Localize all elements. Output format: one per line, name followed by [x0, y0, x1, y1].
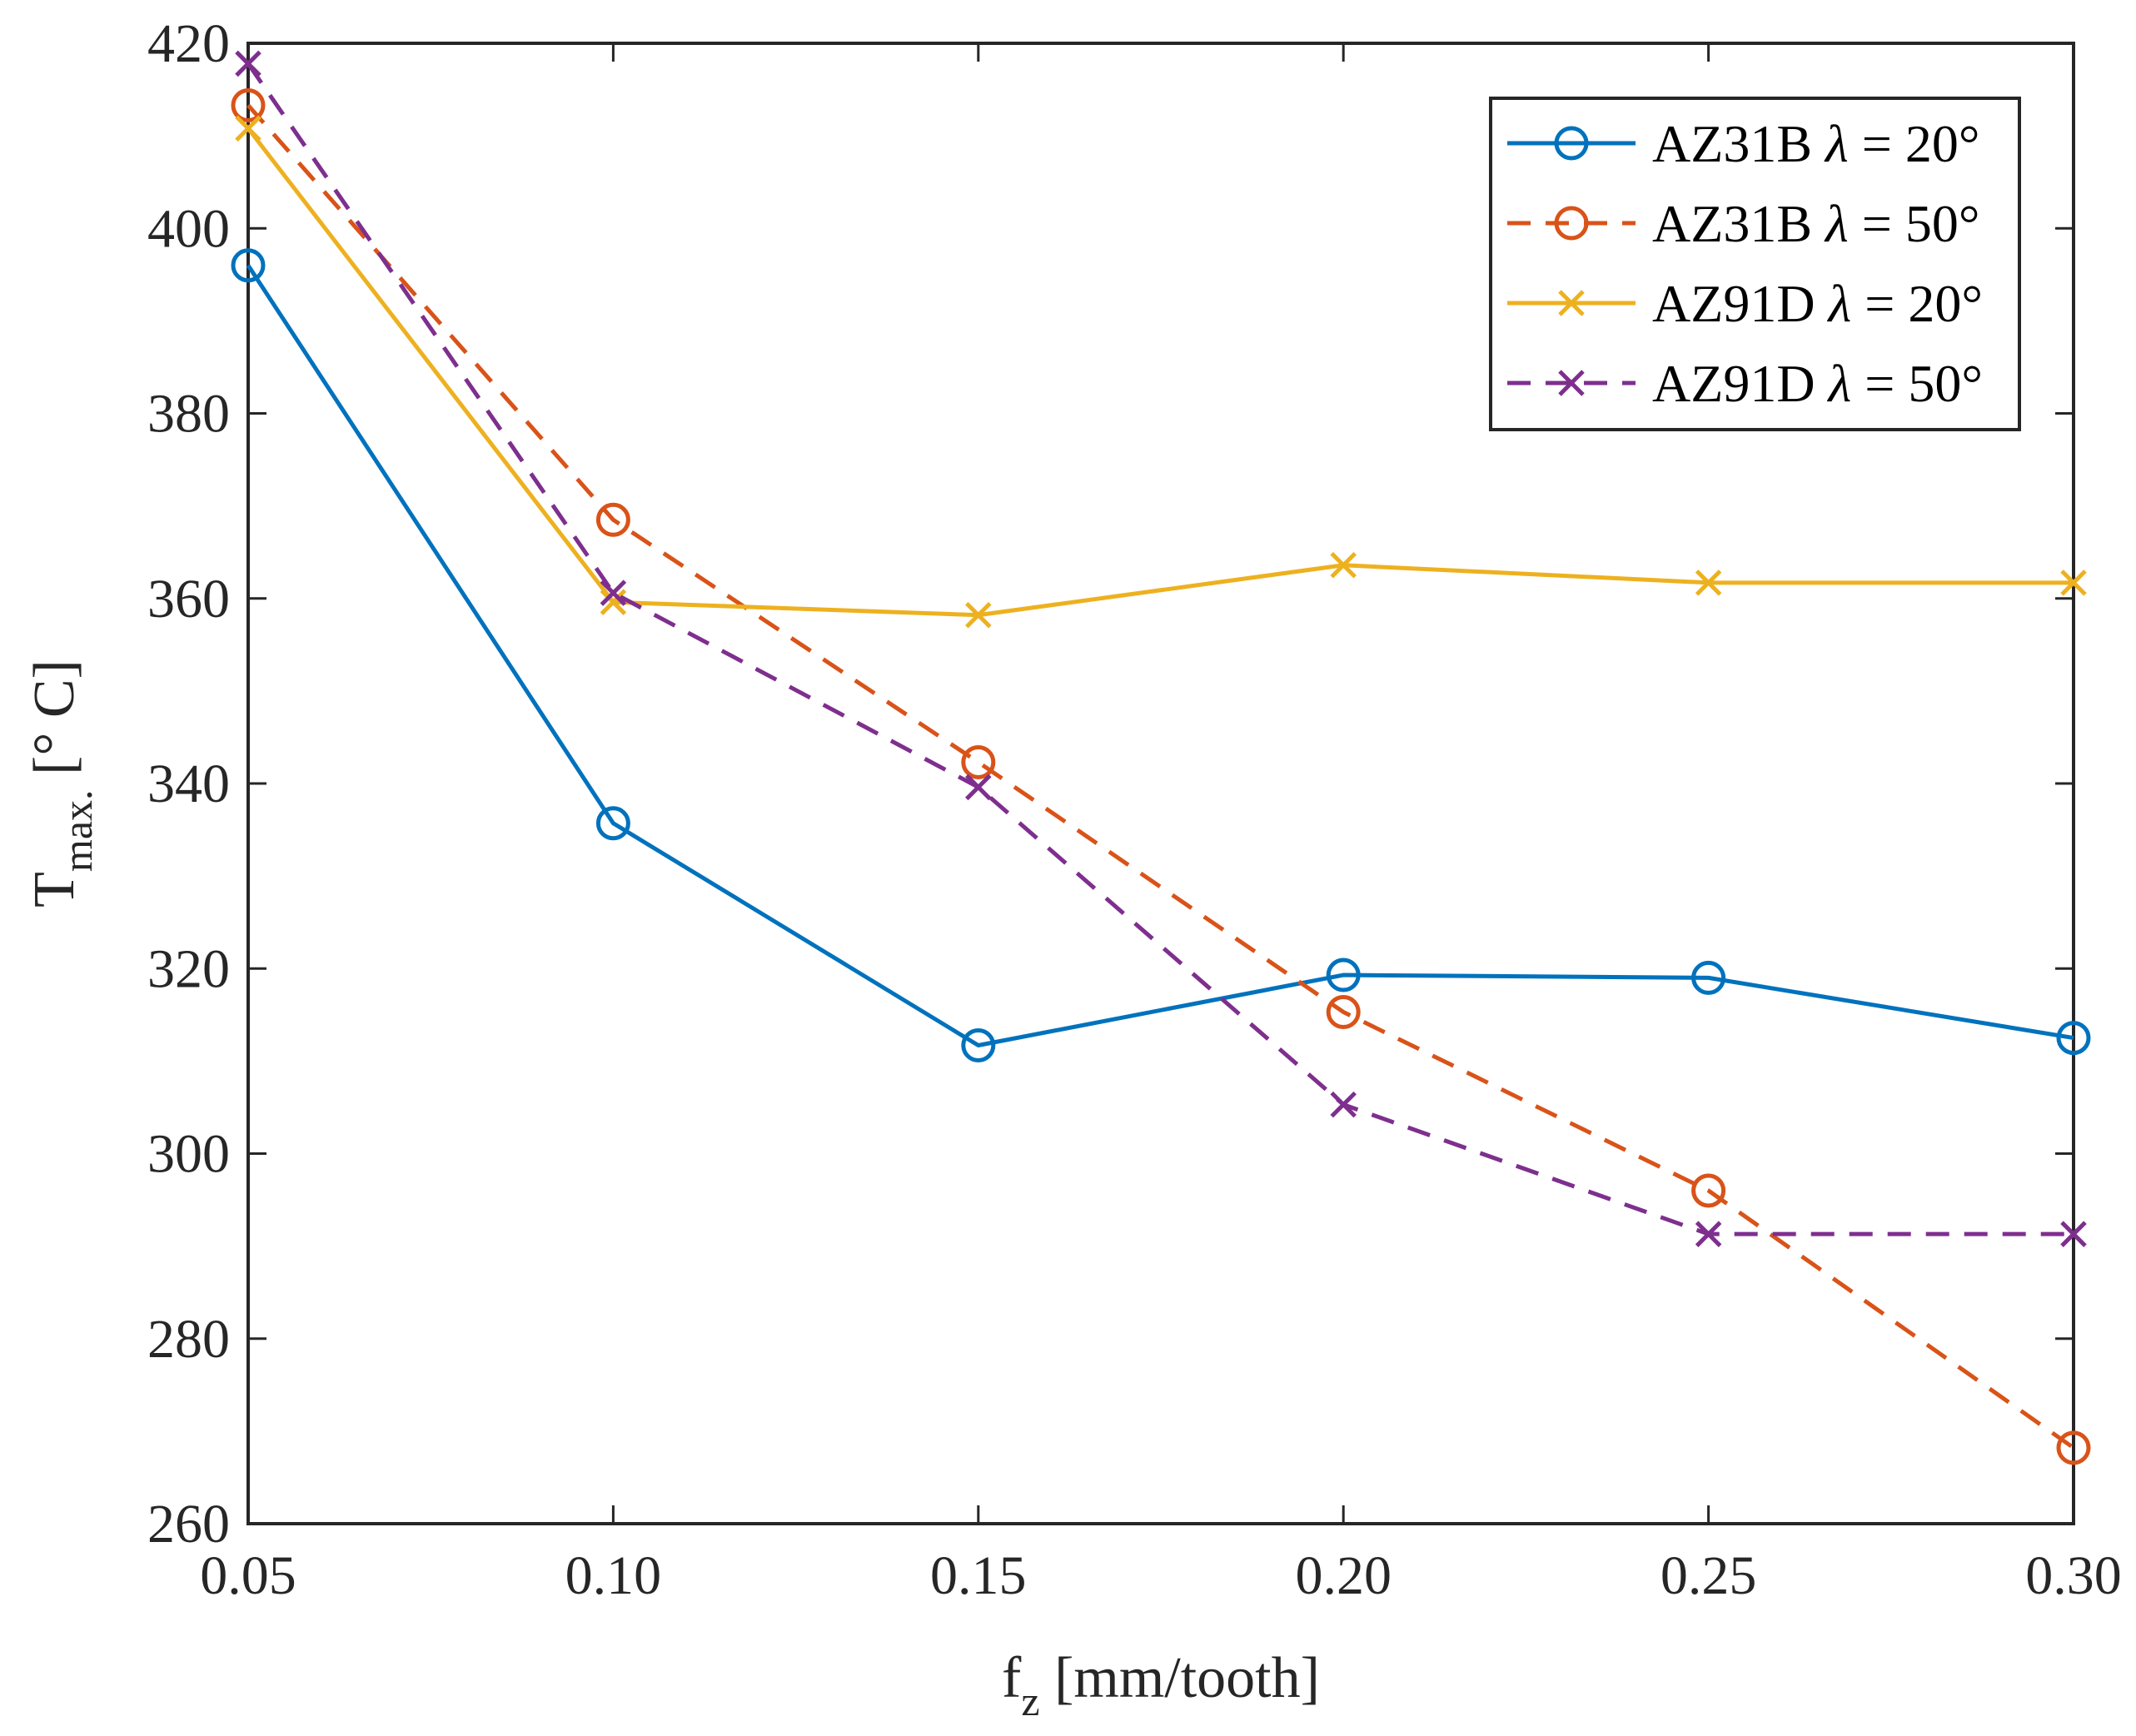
data-point [1691, 960, 1726, 995]
legend-entry: AZ91D λ = 20° [1507, 274, 1983, 333]
y-tick-label: 260 [147, 1494, 230, 1554]
axis-ticks: 0.05 0.10 0.15 0.20 0.25 0.30 260 280 300 320 340 3… [147, 13, 2122, 1606]
legend-entry: AZ91D λ = 50° [1507, 354, 1983, 413]
data-point [1695, 1221, 1722, 1247]
legend: AZ31B λ = 20°AZ31B λ = 50°AZ91D λ = 20°A… [1489, 97, 2021, 431]
data-point [1326, 994, 1361, 1029]
legend-marker [1558, 370, 1585, 396]
legend-label-name: AZ31B [1652, 114, 1825, 173]
y-axis-title-main: T [22, 872, 87, 908]
x-axis-title: fz [mm/tooth] [1002, 1646, 1320, 1724]
data-point [595, 806, 630, 841]
series-4 [235, 50, 2087, 1247]
data-point [961, 1027, 996, 1062]
legend-label-name: AZ91D [1652, 274, 1829, 333]
legend-label: AZ91D λ = 50° [1652, 354, 1983, 413]
data-point [235, 115, 261, 142]
data-point [600, 589, 627, 615]
x-tick-label: 0.15 [930, 1545, 1027, 1606]
series-layer [231, 50, 2091, 1465]
legend-label: AZ31B λ = 50° [1652, 194, 1979, 253]
y-tick-label: 380 [147, 384, 230, 445]
y-tick-label: 280 [147, 1309, 230, 1370]
series-line [246, 127, 2074, 618]
data-point [1326, 958, 1361, 992]
y-tick-label: 300 [147, 1124, 230, 1185]
legend-entry: AZ31B λ = 50° [1507, 194, 1979, 253]
legend-marker [1558, 290, 1585, 316]
y-tick-label: 400 [147, 198, 230, 259]
data-point [1330, 551, 1357, 579]
legend-entries: AZ31B λ = 20°AZ31B λ = 50°AZ91D λ = 20°A… [1507, 114, 1983, 413]
x-axis-title-units: [mm/tooth] [1040, 1646, 1320, 1710]
legend-label-angle: = 20° [1849, 114, 1980, 173]
data-point [1691, 1173, 1726, 1208]
legend-marker [1554, 126, 1589, 161]
y-axis-title-units: [° C] [22, 659, 87, 789]
legend-label-lambda: λ [1827, 274, 1852, 333]
y-tick-label: 420 [147, 13, 230, 74]
y-axis-title: Tmax. [° C] [22, 659, 101, 908]
data-point [600, 579, 627, 606]
legend-label-angle: = 50° [1851, 354, 1983, 413]
data-point [2060, 570, 2087, 596]
data-point [235, 50, 261, 77]
x-tick-label: 0.05 [200, 1545, 296, 1606]
data-point [965, 773, 992, 801]
data-point [2056, 1021, 2091, 1056]
legend-label-name: AZ91D [1652, 354, 1829, 413]
x-tick-label: 0.25 [1661, 1545, 1757, 1606]
data-point [965, 601, 992, 629]
legend-marker [1554, 206, 1589, 241]
data-point [2060, 1221, 2087, 1247]
legend-label-lambda: λ [1824, 114, 1849, 173]
data-point [2056, 1430, 2091, 1465]
legend-label: AZ91D λ = 20° [1652, 274, 1983, 333]
x-tick-label: 0.10 [565, 1545, 662, 1606]
data-point [595, 502, 630, 537]
legend-label-lambda: λ [1827, 354, 1852, 413]
y-axis-title-subscript: max. [54, 789, 101, 872]
data-point [231, 87, 266, 122]
data-point [961, 744, 996, 779]
x-tick-label: 0.30 [2025, 1545, 2122, 1606]
series-2 [231, 87, 2091, 1465]
y-tick-label: 320 [147, 938, 230, 999]
legend-entry: AZ31B λ = 20° [1507, 114, 1979, 173]
legend-label-lambda: λ [1824, 194, 1849, 253]
x-axis-title-main: f [1002, 1646, 1022, 1710]
data-point [1330, 1091, 1357, 1118]
y-tick-label: 340 [147, 754, 230, 814]
legend-label: AZ31B λ = 20° [1652, 114, 1979, 173]
series-1 [231, 248, 2091, 1062]
series-line [246, 264, 2074, 1047]
legend-label-angle: = 20° [1851, 274, 1983, 333]
legend-label-name: AZ31B [1652, 194, 1825, 253]
data-point [231, 248, 266, 283]
x-tick-label: 0.20 [1295, 1545, 1392, 1606]
data-point [1695, 570, 1722, 596]
series-3 [235, 115, 2087, 629]
y-tick-label: 360 [147, 569, 230, 629]
legend-label-angle: = 50° [1849, 194, 1980, 253]
series-line [246, 103, 2075, 1450]
x-axis-title-subscript: z [1021, 1678, 1039, 1724]
